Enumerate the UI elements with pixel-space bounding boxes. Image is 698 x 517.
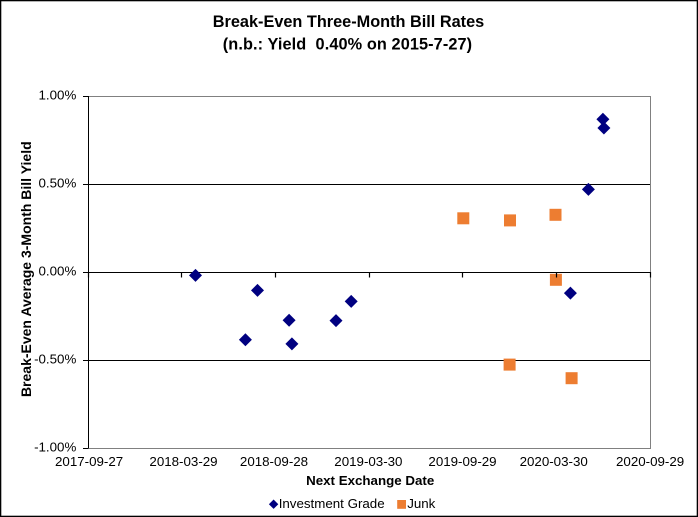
svg-text:Junk: Junk [407,496,435,511]
svg-text:Break-Even Average 3-Month Bil: Break-Even Average 3-Month Bill Yield [18,141,34,397]
svg-text:2020-03-30: 2020-03-30 [520,454,588,469]
svg-text:Investment Grade: Investment Grade [279,496,385,511]
svg-text:Break-Even Three-Month Bill Ra: Break-Even Three-Month Bill Rates [213,13,484,31]
svg-text:0.00%: 0.00% [39,264,77,279]
svg-text:2017-09-27: 2017-09-27 [55,454,123,469]
svg-text:2020-09-29: 2020-09-29 [616,454,684,469]
svg-text:2018-03-29: 2018-03-29 [149,454,217,469]
svg-text:(n.b.: Yield 0.40% on 2015-7-: (n.b.: Yield 0.40% on 2015-7-27) [223,35,472,53]
svg-text:2019-09-29: 2019-09-29 [428,454,496,469]
svg-text:-0.50%: -0.50% [34,352,76,367]
svg-text:2018-09-28: 2018-09-28 [240,454,308,469]
svg-text:Next Exchange Date: Next Exchange Date [306,473,434,488]
svg-text:2019-03-30: 2019-03-30 [334,454,402,469]
svg-text:0.50%: 0.50% [39,176,77,191]
svg-text:-1.00%: -1.00% [34,440,76,455]
svg-text:1.00%: 1.00% [39,88,77,103]
